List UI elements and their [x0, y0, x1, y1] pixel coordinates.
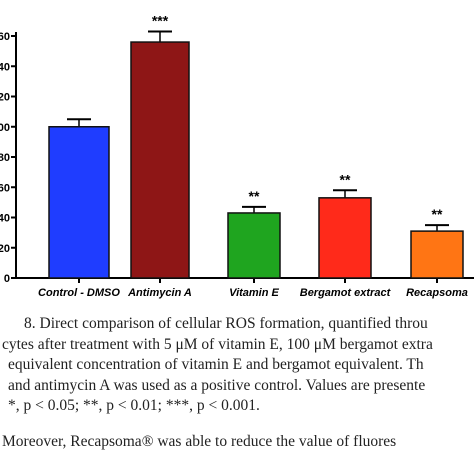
caption-line: and antimycin A was used as a positive c… — [8, 377, 425, 394]
caption-line: 8. Direct comparison of cellular ROS for… — [24, 315, 428, 332]
bar — [318, 197, 372, 279]
y-tick-label: 0 — [4, 273, 10, 285]
x-tick-label: Antimycin A — [127, 287, 192, 299]
y-tick-label: 60 — [0, 182, 10, 194]
bar — [130, 41, 190, 279]
y-tick-label: 20 — [0, 243, 10, 255]
y-tick-label: 120 — [0, 92, 10, 104]
x-tick-label: Control - DMSO — [38, 287, 120, 299]
caption-line: *, p < 0.05; **, p < 0.01; ***, p < 0.00… — [8, 397, 260, 414]
x-tick-label: Recapsoma — [406, 287, 468, 299]
x-tick-label: Vitamin E — [229, 287, 279, 299]
y-tick-label: 40 — [0, 213, 10, 225]
y-tick-label: 160 — [0, 31, 10, 43]
bar — [227, 212, 281, 279]
x-tick-label: Bergamot extract — [300, 287, 392, 299]
y-tick-label: 100 — [0, 122, 10, 134]
caption-line: cytes after treatment with 5 μM of vitam… — [2, 336, 433, 353]
y-tick-label: 80 — [0, 152, 10, 164]
significance: ** — [340, 171, 351, 187]
significance: *** — [152, 12, 169, 28]
bar — [48, 126, 110, 279]
bar — [410, 230, 464, 279]
caption-line: equivalent concentration of vitamin E an… — [8, 356, 424, 373]
paragraph: Moreover, Recapsoma® was able to reduce … — [2, 433, 396, 450]
significance: ** — [432, 206, 443, 222]
y-tick-label: 140 — [0, 61, 10, 73]
significance: ** — [249, 188, 260, 204]
